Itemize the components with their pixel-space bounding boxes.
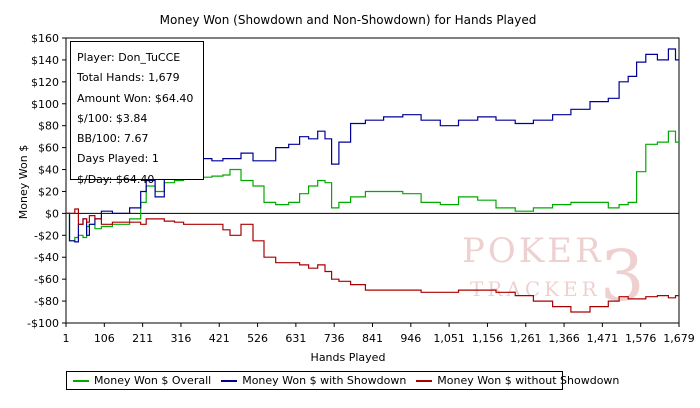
y-tick-label: -$100	[27, 317, 59, 330]
series-line-money-won-overall	[66, 130, 679, 242]
y-tick-label: $140	[31, 54, 59, 67]
x-tick-label: 946	[400, 332, 421, 345]
x-tick-label: 736	[324, 332, 345, 345]
legend-item: Money Won $ without Showdown	[416, 374, 619, 387]
x-tick-label: 1,471	[587, 332, 619, 345]
x-tick-label: 1,679	[663, 332, 695, 345]
y-tick-label: -$60	[34, 273, 59, 286]
x-tick-label: 1,261	[510, 332, 542, 345]
y-tick-label: $40	[38, 164, 59, 177]
x-tick-label: 1,051	[433, 332, 465, 345]
x-tick-label: 1	[63, 332, 70, 345]
watermark-tracker: TRACKER	[470, 277, 601, 301]
y-tick-label: -$80	[34, 295, 59, 308]
x-tick-label: 211	[132, 332, 153, 345]
x-tick-label: 841	[362, 332, 383, 345]
watermark-3: 3	[600, 235, 645, 317]
y-axis-label: Money Won $	[17, 145, 30, 219]
legend-item: Money Won $ with Showdown	[221, 374, 406, 387]
chart-legend: Money Won $ Overall Money Won $ with Show…	[66, 371, 619, 390]
x-tick-label: 631	[285, 332, 306, 345]
stat-player: Player: Don_TuCCE	[77, 51, 181, 64]
x-tick-label: 421	[209, 332, 230, 345]
x-tick-label: 1,156	[472, 332, 504, 345]
y-tick-label: $60	[38, 142, 59, 155]
legend-swatch	[416, 379, 433, 382]
x-tick-label: 1,576	[625, 332, 657, 345]
x-tick-label: 1,366	[548, 332, 580, 345]
y-tick-label: $100	[31, 98, 59, 111]
stat-total-hands: Total Hands: 1,679	[77, 71, 180, 85]
pokertracker-watermark: POKER TRACKER 3	[462, 231, 645, 317]
y-tick-label: -$20	[34, 229, 59, 242]
x-tick-label: 526	[247, 332, 268, 345]
stat-per-100: $/100: $3.84	[77, 111, 148, 125]
watermark-poker: POKER	[462, 231, 604, 271]
legend-swatch	[73, 379, 89, 382]
legend-item: Money Won $ Overall	[73, 374, 211, 387]
stat-amount-won: Amount Won: $64.40	[77, 91, 194, 105]
legend-label: Money Won $ Overall	[94, 374, 212, 387]
series-line-money-won-without-showdown	[66, 208, 679, 313]
y-tick-label: $20	[38, 185, 59, 198]
x-tick-label: 106	[94, 332, 115, 345]
series-line-money-won-with-showdown	[66, 48, 679, 243]
legend-label: Money Won $ without Showdown	[437, 374, 620, 387]
y-tick-label: $80	[38, 120, 59, 133]
stat-days-played: Days Played: 1	[77, 152, 159, 166]
player-stats-box: Player: Don_TuCCE Total Hands: 1,679 Amo…	[70, 41, 204, 186]
legend-swatch	[221, 379, 238, 382]
y-tick-label: $120	[31, 76, 59, 89]
stat-per-day: $/Day: $64.40	[77, 172, 155, 186]
stat-bb-100: BB/100: 7.67	[77, 132, 149, 146]
x-axis-label: Hands Played	[311, 351, 386, 364]
y-tick-label: -$40	[34, 251, 59, 264]
y-tick-label: $160	[31, 32, 59, 45]
y-tick-label: $0	[45, 207, 59, 220]
axes: $160 $140 $120 $100 $80 $60 $40 $20 $0 -$20 -$40 -$…	[27, 32, 695, 345]
series-group	[66, 48, 679, 313]
chart-title: Money Won (Showdown and Non-Showdown) fo…	[160, 13, 537, 27]
legend-label: Money Won $ with Showdown	[242, 374, 407, 387]
x-tick-label: 316	[170, 332, 191, 345]
